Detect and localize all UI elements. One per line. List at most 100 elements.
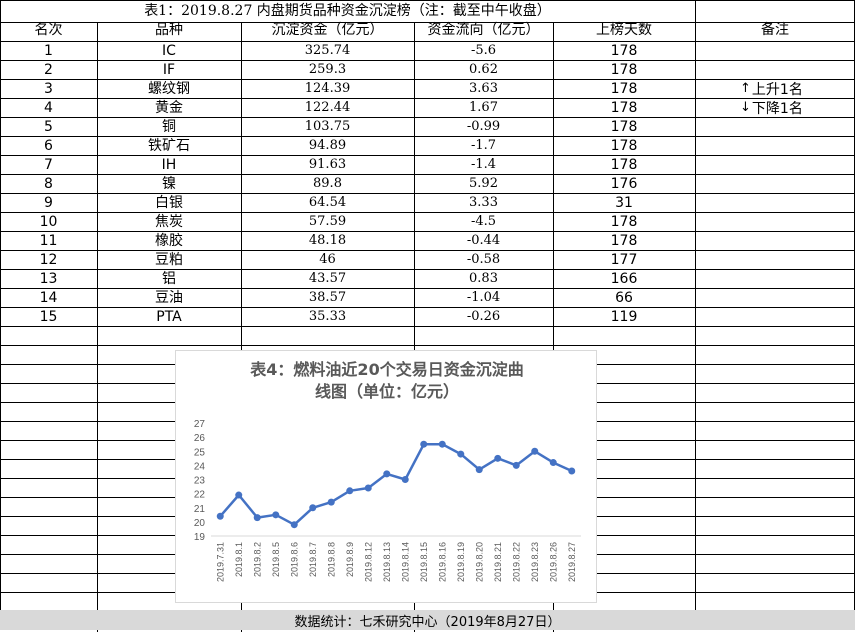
capital-cell: 89.8 <box>313 176 342 191</box>
table-row[interactable]: 7 IH 91.63 -1.4 178 <box>0 155 855 174</box>
grid-hline <box>0 250 855 251</box>
y-tick-label: 20 <box>194 518 206 529</box>
grid-hline <box>0 307 855 308</box>
header-cell: 上榜天数 <box>596 22 652 38</box>
data-point[interactable] <box>235 491 243 499</box>
grid-vline <box>553 22 554 632</box>
flow-cell: -4.5 <box>470 214 497 229</box>
rank-cell: 9 <box>44 194 53 211</box>
data-point[interactable] <box>216 512 224 520</box>
x-tick-label: 2019.8.23 <box>530 542 540 582</box>
commodity-cell: 铝 <box>162 270 176 287</box>
x-tick-label: 2019.8.16 <box>437 542 447 582</box>
days-cell: 178 <box>610 99 638 116</box>
grid-hline <box>0 288 855 289</box>
days-cell: 177 <box>610 251 638 268</box>
chart-plot: 19 20 21 22 23 24 25 26 27 2019.7.31 2019.8.1 2019.… <box>194 419 581 582</box>
rank-cell: 10 <box>39 213 58 230</box>
table-row[interactable]: 8 镍 89.8 5.92 176 <box>0 174 855 193</box>
data-point[interactable] <box>457 450 465 458</box>
note-up-text: 上升1名 <box>751 81 803 98</box>
y-tick-label: 21 <box>194 504 206 515</box>
data-point[interactable] <box>290 521 298 529</box>
grid-vline <box>414 22 415 632</box>
data-point[interactable] <box>253 514 261 522</box>
x-tick-label: 2019.8.8 <box>326 542 336 577</box>
table-row[interactable]: 14 豆油 38.57 -1.04 66 <box>0 288 855 307</box>
flow-cell: -0.58 <box>466 252 501 267</box>
data-point[interactable] <box>475 466 483 474</box>
days-cell: 176 <box>610 175 638 192</box>
grid-vline <box>695 0 696 610</box>
commodity-cell: 螺纹钢 <box>148 80 190 97</box>
flow-cell: 1.67 <box>469 100 498 115</box>
commodity-cell: 白银 <box>155 194 183 211</box>
days-cell: 178 <box>610 137 638 154</box>
capital-cell: 124.39 <box>304 81 351 96</box>
commodity-cell: 镍 <box>162 175 176 192</box>
data-point[interactable] <box>420 440 428 448</box>
days-cell: 66 <box>615 289 633 306</box>
data-point[interactable] <box>383 470 391 478</box>
table-row[interactable]: 2 IF 259.3 0.62 178 <box>0 60 855 79</box>
data-point[interactable] <box>568 467 576 475</box>
commodity-cell: IH <box>161 156 177 173</box>
data-point[interactable] <box>401 476 409 483</box>
data-point[interactable] <box>327 498 335 506</box>
arrow-down-icon: ↓ <box>740 100 751 115</box>
table-row[interactable]: 12 豆粕 46 -0.58 177 <box>0 250 855 269</box>
data-point[interactable] <box>364 484 372 492</box>
capital-cell: 325.74 <box>304 43 351 58</box>
flow-cell: -0.44 <box>466 233 501 248</box>
x-tick-label: 2019.8.27 <box>567 542 577 582</box>
capital-cell: 35.33 <box>308 309 347 324</box>
days-cell: 31 <box>615 194 633 211</box>
rank-cell: 11 <box>39 232 58 249</box>
flow-cell: 5.92 <box>469 176 498 191</box>
capital-cell: 38.57 <box>308 290 347 305</box>
x-tick-label: 2019.8.15 <box>419 542 429 582</box>
days-cell: 178 <box>610 156 638 173</box>
note-up: ↑ 上升1名 <box>740 79 803 98</box>
commodity-cell: IF <box>162 61 176 78</box>
capital-cell: 57.59 <box>308 214 347 229</box>
commodity-cell: 黄金 <box>155 99 183 116</box>
chart-title: 表4：燃料油近20个交易日资金沉淀曲 线图（单位：亿元） <box>176 359 598 403</box>
data-point[interactable] <box>309 504 317 512</box>
rank-cell: 8 <box>44 175 53 192</box>
table-row[interactable]: 10 焦炭 57.59 -4.5 178 <box>0 212 855 231</box>
table-row[interactable]: 13 铝 43.57 0.83 166 <box>0 269 855 288</box>
table-row[interactable]: 1 IC 325.74 -5.6 178 <box>0 41 855 60</box>
rank-cell: 13 <box>39 270 58 287</box>
header-cell: 资金流向（亿元） <box>427 22 540 38</box>
grid-hline <box>0 79 855 80</box>
x-tick-label: 2019.8.1 <box>234 542 244 577</box>
table-row[interactable]: 11 橡胶 48.18 -0.44 178 <box>0 231 855 250</box>
grid-hline <box>0 136 855 137</box>
data-point[interactable] <box>272 511 280 519</box>
chart-title-line-1: 表4：燃料油近20个交易日资金沉淀曲 <box>250 360 524 379</box>
data-point[interactable] <box>531 447 539 455</box>
fuel-oil-chart[interactable]: 表4：燃料油近20个交易日资金沉淀曲 线图（单位：亿元） 19 20 21 22 23 2… <box>175 350 597 603</box>
data-point[interactable] <box>346 487 354 495</box>
note-down-text: 下降1名 <box>751 100 803 117</box>
table-row[interactable]: 6 铁矿石 94.89 -1.7 178 <box>0 136 855 155</box>
table-row[interactable]: 5 铜 103.75 -0.99 178 <box>0 117 855 136</box>
commodity-cell: IC <box>162 42 176 59</box>
table-row[interactable]: 9 白银 64.54 3.33 31 <box>0 193 855 212</box>
capital-cell: 94.89 <box>308 138 347 153</box>
data-point[interactable] <box>494 454 502 462</box>
data-point[interactable] <box>549 459 557 467</box>
flow-cell: -1.7 <box>470 138 497 153</box>
table-row[interactable]: 4 黄金 122.44 1.67 178 <box>0 98 855 117</box>
days-cell: 178 <box>610 61 638 78</box>
table-row[interactable]: 15 PTA 35.33 -0.26 119 <box>0 307 855 326</box>
data-point[interactable] <box>512 461 520 469</box>
grid-hline <box>0 212 855 213</box>
x-tick-label: 2019.8.14 <box>400 542 410 582</box>
data-point[interactable] <box>438 440 446 448</box>
table-row[interactable]: 3 螺纹钢 124.39 3.63 178 <box>0 79 855 98</box>
y-tick-label: 19 <box>194 532 206 543</box>
grid-vline <box>0 0 1 610</box>
